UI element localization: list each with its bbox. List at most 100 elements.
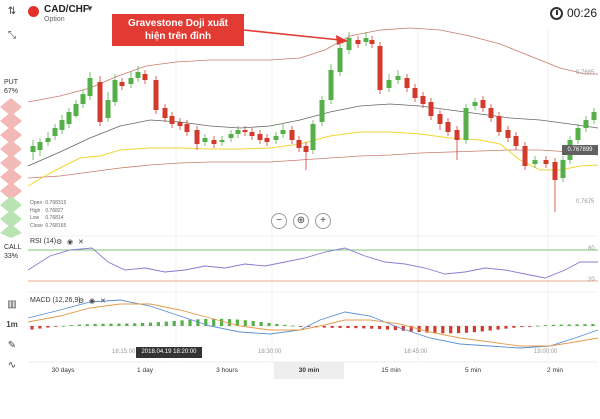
candle-body bbox=[369, 40, 375, 44]
swap-arrows-icon[interactable]: ⇅ bbox=[7, 6, 17, 17]
rsi-lower-label: 20 bbox=[588, 277, 595, 283]
period-selector[interactable]: 1m bbox=[6, 320, 18, 329]
collapse-icon[interactable]: ⤡ bbox=[8, 30, 16, 41]
candle-body bbox=[404, 78, 410, 88]
macd-bar bbox=[480, 326, 484, 332]
crosshair-icon[interactable]: ⊕ bbox=[293, 213, 309, 229]
price-axis-lower: 0.7675 bbox=[576, 199, 595, 205]
gear-icon[interactable]: ⚙ bbox=[78, 298, 85, 305]
pen-icon[interactable]: ✎ bbox=[7, 340, 17, 351]
annotation-line-2: hiện trên đỉnh bbox=[144, 31, 212, 42]
macd-bar bbox=[267, 322, 271, 326]
candle-body bbox=[560, 160, 566, 178]
candle-body bbox=[454, 130, 460, 140]
macd-bar bbox=[243, 320, 247, 326]
candle-body bbox=[87, 78, 93, 96]
candle-body bbox=[177, 122, 183, 126]
candle-body bbox=[202, 138, 208, 142]
candle-body bbox=[583, 120, 589, 128]
candle-body bbox=[112, 80, 118, 102]
timeframe-bar: 30 days 1 day 3 hours 30 min 15 min 5 mi… bbox=[28, 362, 598, 379]
caret-down-icon[interactable]: ▼ bbox=[86, 4, 94, 13]
candle-body bbox=[73, 104, 79, 116]
macd-bar bbox=[38, 326, 42, 329]
macd-bar bbox=[575, 324, 579, 326]
zoom-out-icon[interactable]: − bbox=[271, 213, 287, 229]
macd-bar bbox=[204, 318, 208, 326]
macd-bar bbox=[156, 322, 160, 326]
candle-body bbox=[45, 138, 51, 142]
time-label: 19:00:00 bbox=[534, 349, 558, 355]
macd-bar bbox=[464, 326, 469, 333]
candle-body bbox=[135, 72, 141, 78]
timeframe-2-min[interactable]: 2 min bbox=[547, 367, 563, 374]
macd-bar bbox=[528, 326, 532, 327]
candle-body bbox=[505, 130, 511, 138]
price-axis-upper: 0.7685 bbox=[576, 70, 595, 76]
candle-body bbox=[128, 78, 134, 84]
candle-body bbox=[552, 162, 558, 180]
macd-bar bbox=[69, 325, 74, 326]
eye-icon[interactable]: ◉ bbox=[67, 239, 74, 246]
asset-type: Option bbox=[44, 16, 65, 23]
candle-body bbox=[59, 120, 65, 130]
candle-body bbox=[119, 82, 125, 86]
macd-bar bbox=[259, 321, 263, 326]
candle-body bbox=[463, 108, 469, 140]
macd-bar bbox=[283, 324, 287, 326]
close-value: 0.768165 bbox=[45, 222, 67, 229]
macd-bar bbox=[77, 324, 81, 326]
candle-body bbox=[264, 138, 270, 142]
expiry-timer: 00:26 bbox=[567, 6, 598, 20]
time-label: 18:15:00 bbox=[112, 349, 136, 355]
macd-bar bbox=[536, 325, 540, 327]
macd-bar bbox=[504, 326, 508, 329]
timeframe-30-min[interactable]: 30 min bbox=[274, 362, 344, 379]
close-icon[interactable]: ✕ bbox=[78, 239, 84, 246]
open-value: 0.768315 bbox=[45, 200, 67, 206]
macd-bar bbox=[227, 319, 232, 326]
zoom-in-icon[interactable]: + bbox=[315, 213, 331, 229]
macd-bar bbox=[401, 326, 405, 331]
macd-bar bbox=[472, 326, 476, 333]
gear-icon[interactable]: ⚙ bbox=[56, 239, 63, 246]
macd-bar bbox=[251, 321, 255, 326]
macd-bar bbox=[496, 326, 500, 330]
candle-body bbox=[162, 108, 168, 118]
candle-body bbox=[30, 146, 36, 152]
candle-body bbox=[437, 114, 443, 124]
candle-body bbox=[472, 102, 478, 106]
blank-area bbox=[0, 380, 600, 419]
timeframe-3-hours[interactable]: 3 hours bbox=[216, 367, 238, 374]
cursor-time: 2018.04.19 18:20:00 bbox=[136, 347, 202, 358]
bar-chart-icon[interactable]: ▥ bbox=[7, 299, 17, 310]
macd-bar bbox=[62, 325, 66, 327]
annotation-arrowhead bbox=[336, 35, 348, 45]
time-label: 18:45:00 bbox=[404, 349, 428, 355]
macd-bar bbox=[54, 326, 58, 327]
macd-bar bbox=[330, 326, 334, 328]
rsi-upper-label: 80 bbox=[588, 246, 595, 252]
candle-body bbox=[228, 134, 234, 138]
candle-body bbox=[377, 46, 383, 90]
timeframe-5-min[interactable]: 5 min bbox=[465, 367, 481, 374]
time-label: 18:30:00 bbox=[258, 349, 282, 355]
macd-bar bbox=[93, 323, 97, 326]
wave-icon[interactable]: ∿ bbox=[7, 360, 17, 371]
candle-body bbox=[249, 132, 255, 136]
asset-name[interactable]: CAD/CHF bbox=[44, 4, 89, 15]
candle-body bbox=[386, 80, 392, 88]
close-icon[interactable]: ✕ bbox=[100, 298, 106, 305]
macd-bar bbox=[291, 325, 295, 327]
call-percentage: 33% bbox=[4, 253, 19, 260]
timeframe-15-min[interactable]: 15 min bbox=[381, 367, 401, 374]
candle-body bbox=[412, 88, 418, 98]
candle-body bbox=[591, 112, 597, 120]
candle-body bbox=[488, 108, 494, 118]
eye-icon[interactable]: ◉ bbox=[89, 298, 96, 305]
timeframe-30-days[interactable]: 30 days bbox=[51, 367, 75, 374]
middle-band-line bbox=[27, 103, 599, 167]
timeframe-1-day[interactable]: 1 day bbox=[137, 367, 153, 374]
candle-body bbox=[235, 130, 241, 134]
